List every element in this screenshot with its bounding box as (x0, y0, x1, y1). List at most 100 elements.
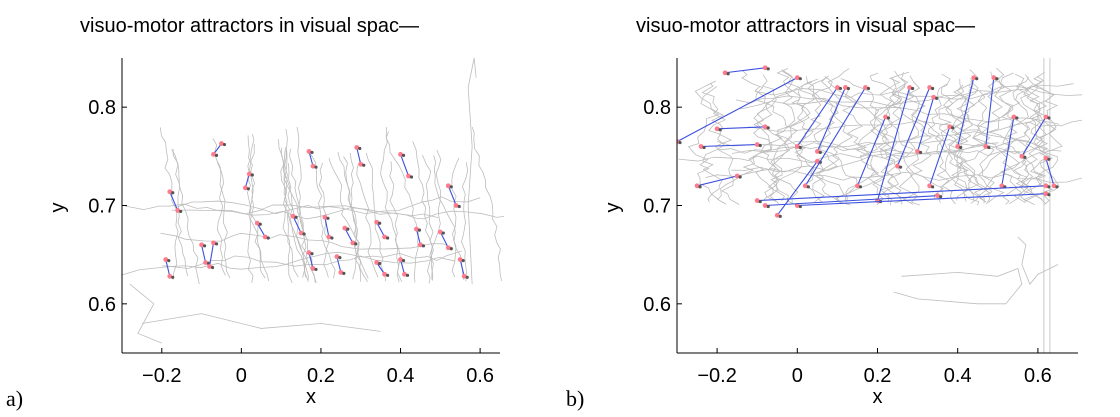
trajectory-line (717, 140, 1020, 156)
attractor-marker (441, 231, 445, 235)
attractor-marker (409, 175, 414, 179)
attractor-marker (1047, 185, 1051, 189)
attractor-point (907, 85, 912, 90)
x-tick-label: −0.2 (142, 365, 181, 387)
attractor-marker (171, 275, 175, 279)
attractor-marker (1055, 185, 1059, 189)
attractor-point (843, 85, 848, 90)
trajectory-line (755, 83, 1074, 100)
attractor-point (999, 183, 1005, 189)
attractor-marker (702, 145, 706, 150)
attractor-marker (457, 204, 461, 209)
attractor-link (717, 126, 766, 130)
trajectory-line (289, 148, 308, 278)
attractor-link (447, 185, 457, 206)
attractor-link (169, 191, 179, 211)
attractor-link (917, 97, 935, 152)
attractor-marker (1023, 155, 1027, 159)
trajectory-line (735, 95, 1060, 125)
attractor-point (290, 213, 296, 219)
attractor-point (927, 85, 933, 90)
attractor-link (797, 193, 1046, 207)
attractor-link (957, 77, 975, 147)
attractor-point (698, 144, 704, 149)
attractor-point (754, 198, 760, 203)
attractor-link (415, 228, 421, 245)
attractor-marker (959, 145, 963, 150)
attractor-link (324, 217, 330, 238)
attractor-point (1051, 183, 1057, 189)
attractor-link (208, 242, 215, 267)
trajectory-line (770, 69, 799, 203)
attractor-point (1043, 183, 1049, 189)
trajectory-line (893, 267, 1023, 305)
attractor-point (971, 75, 977, 81)
attractor-point (947, 124, 953, 130)
trajectory-line (1002, 83, 1054, 202)
trajectory-line (141, 313, 381, 332)
attractor-point (211, 240, 216, 246)
plot-area (677, 58, 1082, 353)
attractor-point (414, 226, 419, 232)
attractor-marker (179, 209, 183, 214)
trajectory-line (212, 138, 231, 279)
attractor-link (308, 151, 314, 167)
trajectory-line (927, 73, 963, 205)
attractor-point (338, 269, 344, 275)
attractor-marker (214, 242, 219, 246)
attractor-link (256, 222, 266, 238)
attractor-point (374, 219, 380, 225)
trajectory-line (451, 157, 460, 278)
attractor-link (876, 87, 911, 201)
attractor-link (459, 259, 465, 277)
attractor-point (774, 212, 780, 218)
attractor-marker (798, 204, 802, 209)
trajectory-line (171, 196, 481, 215)
attractor-point (762, 65, 768, 71)
attractor-point (322, 214, 328, 220)
attractor-marker (718, 128, 722, 132)
attractor-marker (726, 72, 730, 76)
attractor-link (929, 126, 951, 187)
attractor-point (931, 94, 937, 100)
attractor-point (734, 173, 740, 179)
trajectory-line (1020, 75, 1058, 202)
trajectory-line (936, 84, 986, 202)
attractor-marker (346, 227, 350, 231)
x-tick-label: 0 (236, 365, 247, 387)
attractor-point (927, 183, 933, 189)
attractor-point (983, 144, 989, 149)
attractor-link (897, 87, 931, 167)
attractor-point (453, 203, 459, 208)
attractor-link (165, 259, 171, 277)
attractor-point (437, 229, 443, 235)
attractor-marker (818, 150, 822, 155)
attractor-marker (766, 126, 770, 130)
attractor-point (955, 144, 961, 149)
attractor-point (935, 193, 941, 199)
attractor-marker (939, 195, 943, 199)
attractor-point (326, 234, 332, 240)
attractor-marker (1015, 116, 1019, 120)
trajectory-line (754, 86, 798, 202)
attractor-point (1043, 191, 1049, 197)
attractor-link (696, 175, 738, 187)
attractor-point (342, 225, 348, 231)
attractor-marker (919, 150, 923, 155)
attractor-marker (995, 77, 999, 81)
attractor-point (211, 151, 216, 157)
trajectory-line (945, 78, 991, 204)
attractor-point (794, 75, 800, 81)
attractor-link (816, 87, 846, 152)
attractor-point (794, 203, 800, 208)
attractor-link (439, 231, 449, 249)
trajectory-line (471, 126, 502, 281)
attractor-marker (405, 273, 410, 277)
attractor-marker (354, 242, 358, 246)
trajectory-line (741, 70, 774, 200)
attractor-marker (250, 173, 254, 177)
attractor-link (201, 244, 207, 263)
attractor-marker (866, 86, 871, 91)
attractor-marker (326, 216, 330, 220)
attractor-link (796, 87, 838, 147)
